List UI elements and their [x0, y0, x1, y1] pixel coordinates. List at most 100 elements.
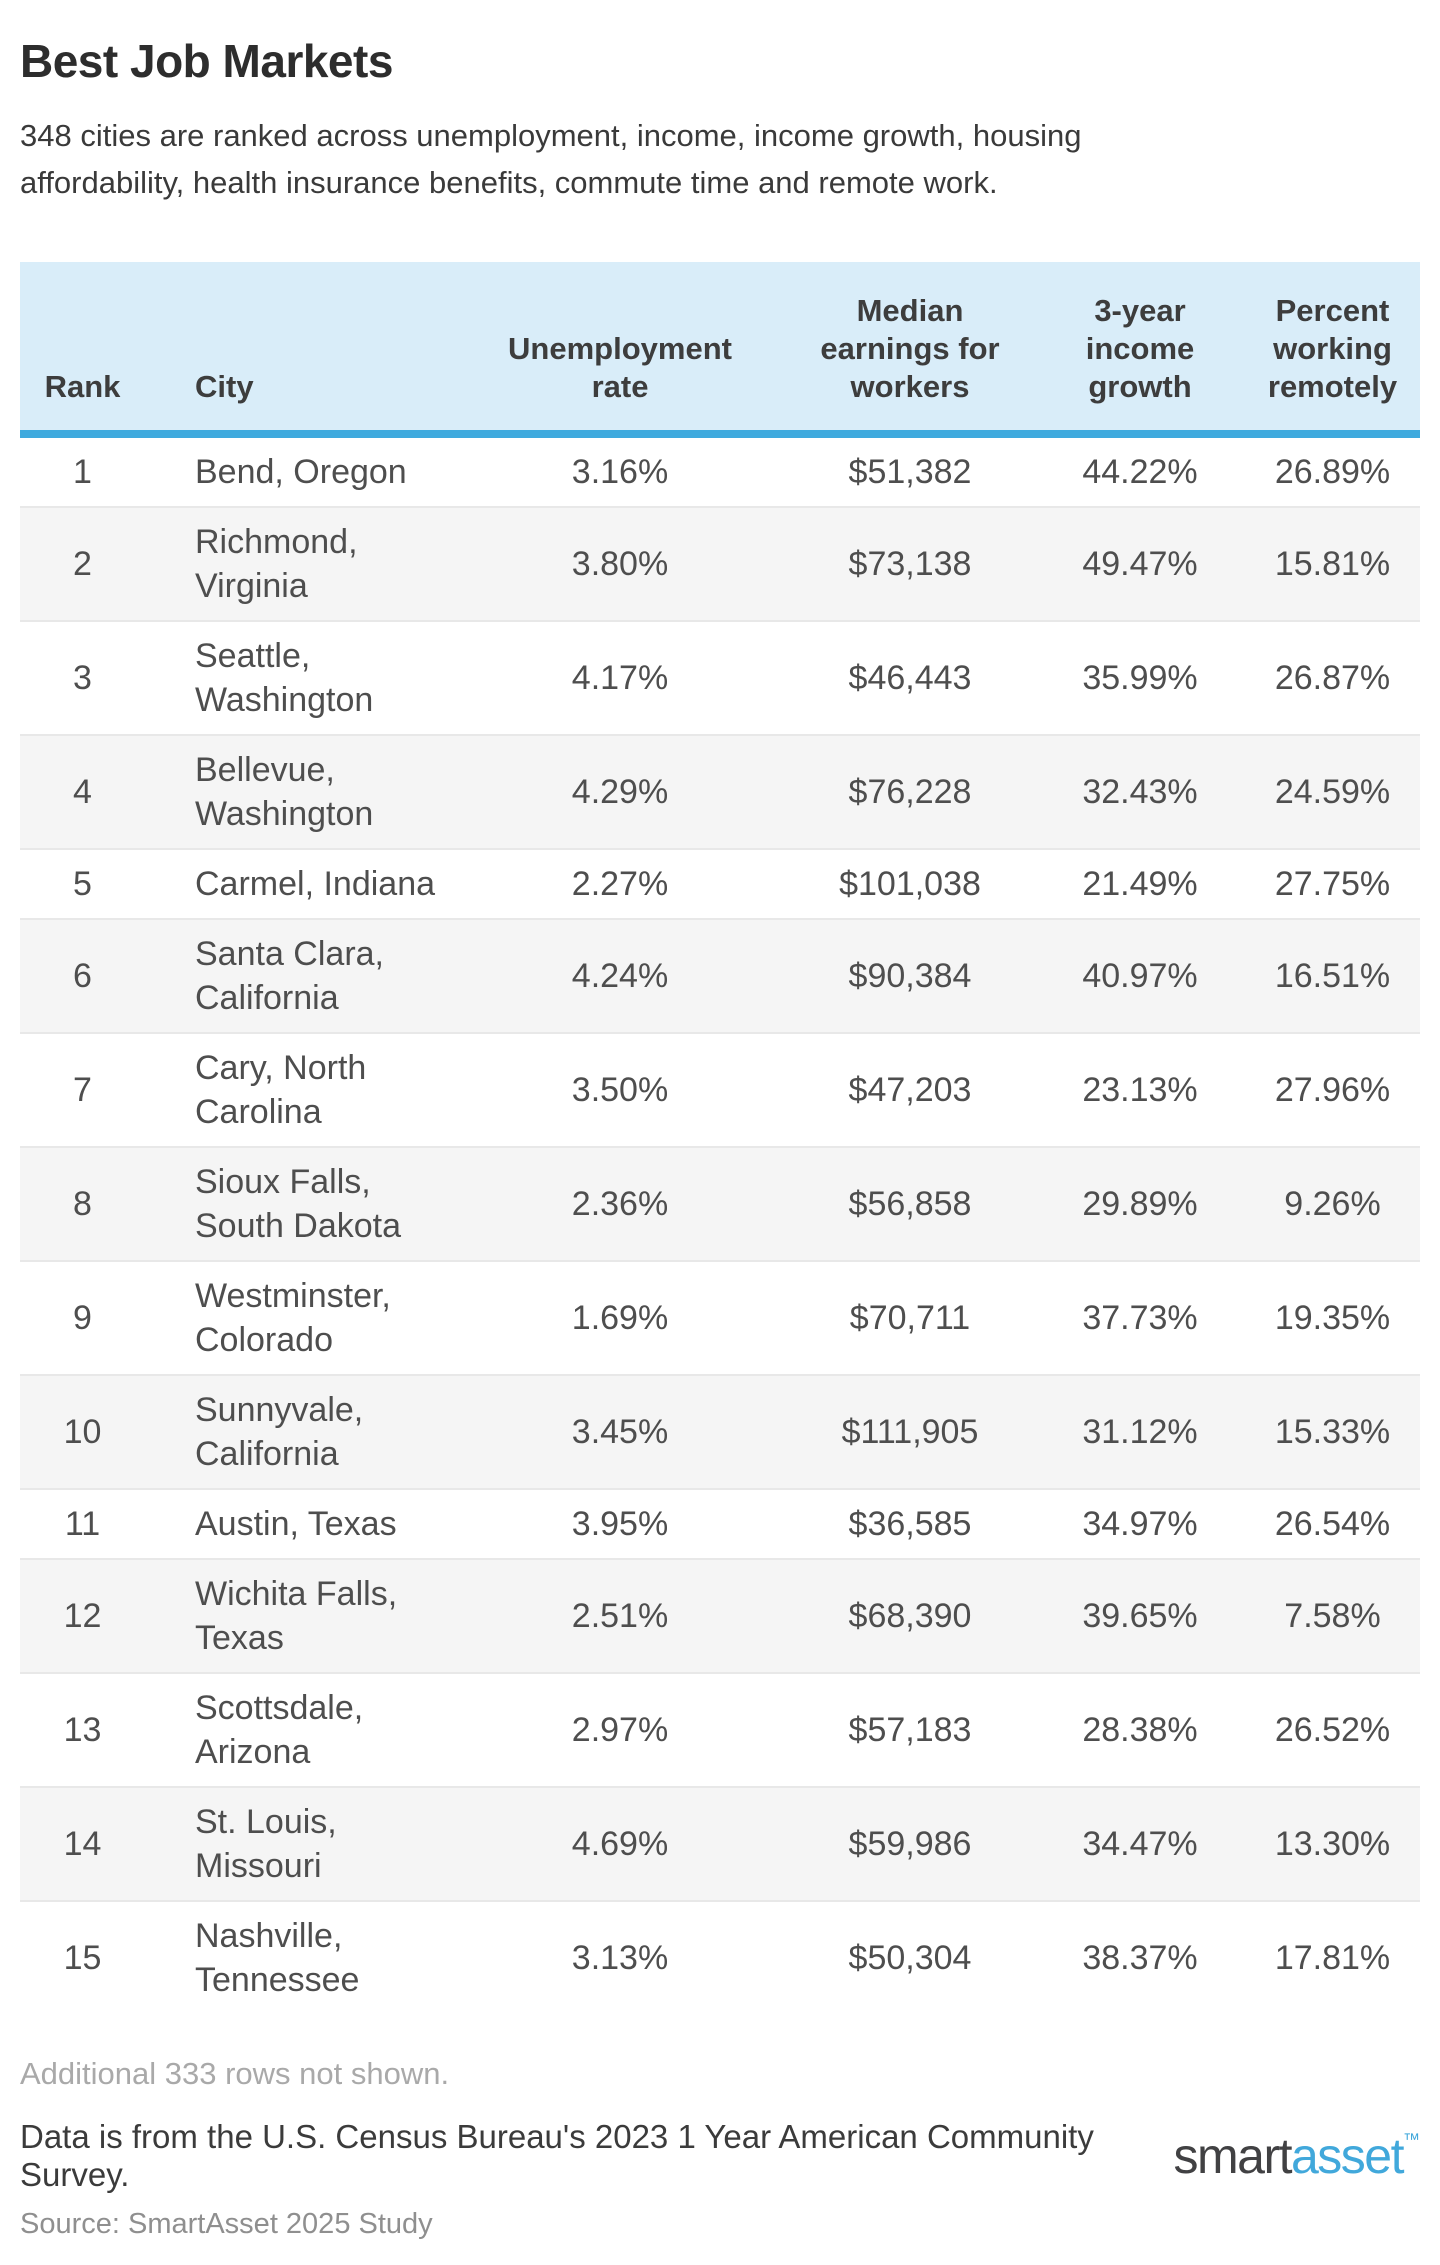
cell-earnings: $59,986	[765, 1786, 1055, 1901]
cell-earnings: $56,858	[765, 1146, 1055, 1261]
cell-city: Nashville, Tennessee	[145, 1900, 475, 2014]
cell-unemployment: 4.24%	[475, 918, 765, 1033]
column-header-unemployment: Unemployment rate	[475, 262, 765, 438]
cell-growth: 34.97%	[1055, 1488, 1225, 1559]
cell-rank: 12	[20, 1558, 145, 1673]
cell-earnings: $68,390	[765, 1558, 1055, 1673]
table-row: 4 Bellevue, Washington 4.29% $76,228 32.43% 2…	[20, 734, 1420, 849]
cell-rank: 8	[20, 1146, 145, 1261]
cell-rank: 2	[20, 506, 145, 621]
cell-unemployment: 4.17%	[475, 620, 765, 735]
cell-remote: 19.35%	[1225, 1260, 1420, 1375]
table-row: 13 Scottsdale, Arizona 2.97% $57,183 28.38% 2…	[20, 1672, 1420, 1787]
cell-unemployment: 3.16%	[571, 453, 669, 491]
column-header-city: City	[145, 262, 475, 438]
table-body: 1 Bend, Oregon 3.16% $51,382 44.22% 26.89% 2 Ri…	[20, 434, 1420, 2014]
best-job-markets-table: Rank City Unemployment rate Median earni…	[20, 262, 1420, 2014]
table-row: 7 Cary, North Carolina 3.50% $47,203 23.13% 2…	[20, 1032, 1420, 1147]
cell-remote: 7.58%	[1225, 1558, 1420, 1673]
cell-rank: 6	[20, 918, 145, 1033]
cell-rank: 3	[20, 620, 145, 735]
table-row: 12 Wichita Falls, Texas 2.51% $68,390 39.65%…	[20, 1558, 1420, 1673]
cell-unemployment: 4.29%	[475, 734, 765, 849]
cell-earnings: $50,304	[765, 1900, 1055, 2014]
cell-rank: 9	[20, 1260, 145, 1375]
cell-city: Bend, Oregon	[195, 453, 407, 491]
cell-city: Seattle, Washington	[145, 620, 475, 735]
cell-earnings: $36,585	[765, 1488, 1055, 1559]
cell-unemployment: 3.50%	[475, 1032, 765, 1147]
table-row: 2 Richmond, Virginia 3.80% $73,138 49.47% 15.…	[20, 506, 1420, 621]
table-row: 8 Sioux Falls, South Dakota 2.36% $56,858 29…	[20, 1146, 1420, 1261]
cell-city: St. Louis, Missouri	[145, 1786, 475, 1901]
cell-rank: 5	[20, 848, 145, 919]
cell-remote: 26.54%	[1225, 1488, 1420, 1559]
column-header-earnings: Median earnings for workers	[765, 262, 1055, 438]
table-row: 11 Austin, Texas 3.95% $36,585 34.97% 26.54%	[20, 1488, 1420, 1559]
cell-unemployment: 4.69%	[475, 1786, 765, 1901]
cell-city: Scottsdale, Arizona	[145, 1672, 475, 1787]
footer: Data is from the U.S. Census Bureau's 20…	[20, 2118, 1420, 2194]
cell-unemployment: 3.13%	[475, 1900, 765, 2014]
cell-city: Westminster, Colorado	[145, 1260, 475, 1375]
table-row: 6 Santa Clara, California 4.24% $90,384 40.9…	[20, 918, 1420, 1033]
cell-earnings: $46,443	[765, 620, 1055, 735]
cell-rank: 4	[20, 734, 145, 849]
table-row: 14 St. Louis, Missouri 4.69% $59,986 34.47% 1…	[20, 1786, 1420, 1901]
cell-city: Bellevue, Washington	[145, 734, 475, 849]
cell-growth: 37.73%	[1055, 1260, 1225, 1375]
cell-growth: 39.65%	[1055, 1558, 1225, 1673]
column-header-rank: Rank	[20, 262, 145, 438]
cell-earnings: $57,183	[765, 1672, 1055, 1787]
cell-earnings: $51,382	[848, 453, 972, 491]
cell-unemployment: 2.97%	[475, 1672, 765, 1787]
smartasset-logo: smartasset™	[1173, 2127, 1420, 2185]
table-row: 1 Bend, Oregon 3.16% $51,382 44.22% 26.89%	[20, 434, 1420, 507]
table-header-row: Rank City Unemployment rate Median earni…	[20, 262, 1420, 438]
cell-earnings: $47,203	[765, 1032, 1055, 1147]
cell-rank: 13	[20, 1672, 145, 1787]
cell-unemployment: 1.69%	[475, 1260, 765, 1375]
cell-earnings: $90,384	[765, 918, 1055, 1033]
column-header-remote: Percent working remotely	[1225, 262, 1420, 438]
cell-growth: 31.12%	[1055, 1374, 1225, 1489]
cell-rank: 11	[20, 1488, 145, 1559]
cell-rank: 10	[20, 1374, 145, 1489]
column-header-growth: 3-year income growth	[1055, 262, 1225, 438]
study-source-note: Source: SmartAsset 2025 Study	[20, 2208, 433, 2240]
hidden-rows-note: Additional 333 rows not shown.	[20, 2056, 450, 2091]
cell-remote: 17.81%	[1225, 1900, 1420, 2014]
cell-growth: 29.89%	[1055, 1146, 1225, 1261]
cell-remote: 15.81%	[1225, 506, 1420, 621]
cell-remote: 9.26%	[1225, 1146, 1420, 1261]
cell-growth: 23.13%	[1055, 1032, 1225, 1147]
cell-remote: 26.52%	[1225, 1672, 1420, 1787]
table-row: 9 Westminster, Colorado 1.69% $70,711 37.73%…	[20, 1260, 1420, 1375]
page-title: Best Job Markets	[20, 35, 393, 87]
cell-city: Sunnyvale, California	[145, 1374, 475, 1489]
cell-growth: 49.47%	[1055, 506, 1225, 621]
cell-unemployment: 2.27%	[475, 848, 765, 919]
cell-rank: 1	[73, 453, 92, 491]
cell-city: Cary, North Carolina	[145, 1032, 475, 1147]
cell-remote: 26.87%	[1225, 620, 1420, 735]
table-header: Rank City Unemployment rate Median earni…	[20, 262, 1420, 438]
cell-earnings: $111,905	[765, 1374, 1055, 1489]
cell-unemployment: 2.36%	[475, 1146, 765, 1261]
cell-unemployment: 3.80%	[475, 506, 765, 621]
cell-earnings: $76,228	[765, 734, 1055, 849]
cell-growth: 34.47%	[1055, 1786, 1225, 1901]
table-row: 5 Carmel, Indiana 2.27% $101,038 21.49% 27.75…	[20, 848, 1420, 919]
data-source-note: Data is from the U.S. Census Bureau's 20…	[20, 2118, 1094, 2193]
table-row: 3 Seattle, Washington 4.17% $46,443 35.99% 26…	[20, 620, 1420, 735]
cell-remote: 26.89%	[1274, 453, 1391, 491]
table-row: 15 Nashville, Tennessee 3.13% $50,304 38.37%…	[20, 1900, 1420, 2014]
cell-earnings: $70,711	[765, 1260, 1055, 1375]
page-subtitle: 348 cities are ranked across unemploymen…	[20, 118, 1082, 200]
cell-growth: 38.37%	[1055, 1900, 1225, 2014]
cell-growth: 32.43%	[1055, 734, 1225, 849]
cell-remote: 16.51%	[1225, 918, 1420, 1033]
logo-text-smart: smart	[1173, 2128, 1292, 2184]
cell-city: Sioux Falls, South Dakota	[145, 1146, 475, 1261]
